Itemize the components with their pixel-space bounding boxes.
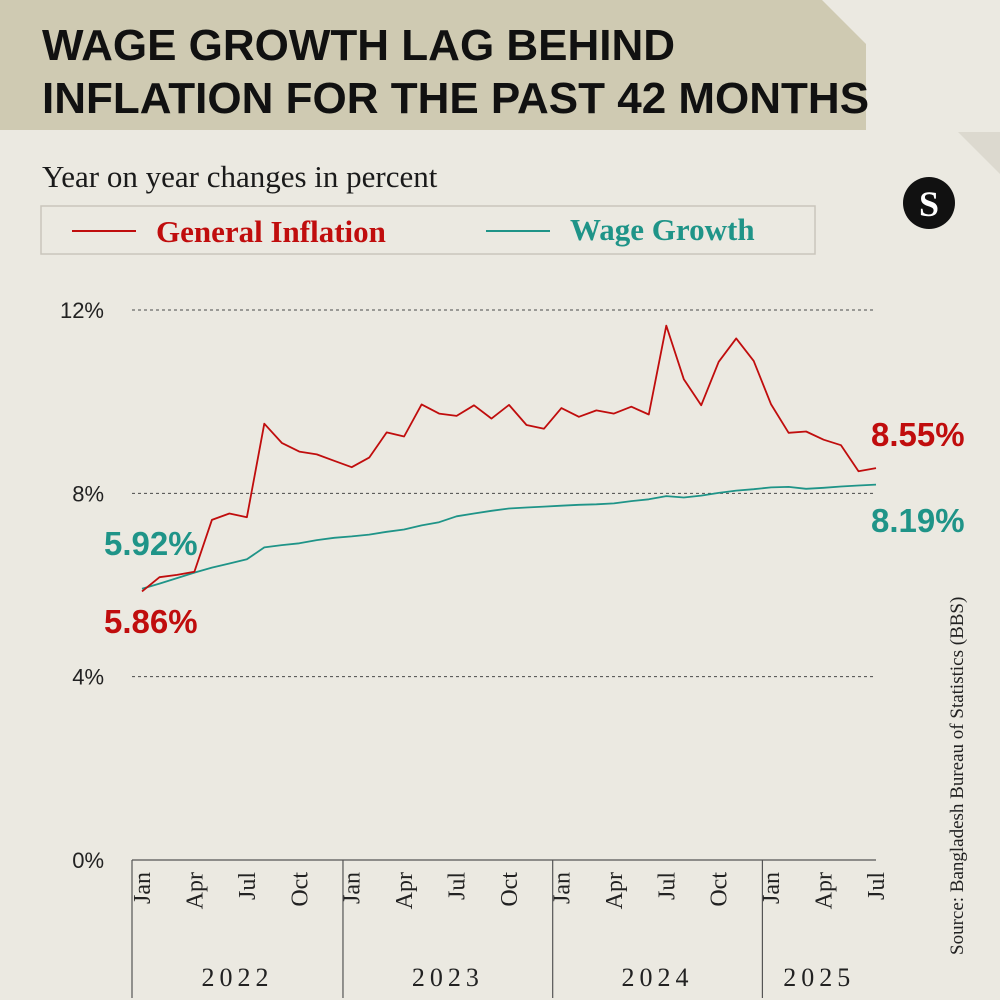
x-tick-label-10: Jul — [654, 872, 680, 900]
legend: General Inflation Wage Growth — [40, 205, 816, 255]
inflation-end-label: 8.55% — [871, 416, 965, 453]
x-tick-label-2: Jul — [235, 872, 261, 900]
series-lines — [141, 324, 877, 593]
x-tick-label-11: Oct — [707, 872, 733, 907]
x-tick-label-6: Jul — [445, 872, 471, 900]
year-label-2025: 2025 — [783, 963, 855, 992]
legend-label-inflation: General Inflation — [156, 214, 386, 249]
y-tick-label-0: 0% — [72, 848, 104, 873]
logo-letter: S — [919, 184, 939, 224]
brand-logo-icon: S — [903, 177, 955, 229]
x-tick-label-7: Oct — [497, 872, 523, 907]
x-tick-label-14: Jul — [864, 872, 890, 900]
x-tick-label-13: Apr — [812, 872, 838, 909]
x-tick-label-12: Jan — [759, 872, 785, 904]
x-tick-label-5: Apr — [392, 872, 418, 909]
x-tick-label-1: Apr — [182, 872, 208, 909]
source-note: Source: Bangladesh Bureau of Statistics … — [947, 597, 968, 955]
y-axis-ticks: 0% 4% 8% 12% — [60, 298, 104, 873]
y-tick-label-1: 4% — [72, 665, 104, 690]
inflation-start-label: 5.86% — [104, 603, 198, 640]
x-tick-label-9: Apr — [602, 872, 628, 909]
legend-label-wage: Wage Growth — [570, 212, 755, 247]
folded-corner — [958, 132, 1000, 174]
y-tick-label-2: 8% — [72, 481, 104, 506]
chart-title-line-2: INFLATION FOR THE PAST 42 MONTHS — [42, 74, 869, 123]
x-tick-label-8: Jan — [549, 872, 575, 904]
year-label-2024: 2024 — [622, 963, 694, 992]
series-line-general-inflation — [141, 324, 877, 593]
y-tick-label-3: 12% — [60, 298, 104, 323]
legend-box — [40, 205, 816, 255]
x-axis: 2022 2023 2024 2025 Jan Apr Jul Oct Jan Apr Jul Oct… — [130, 859, 890, 998]
x-tick-label-4: Jan — [340, 872, 366, 904]
year-label-2022: 2022 — [201, 963, 273, 992]
wage-end-label: 8.19% — [871, 502, 965, 539]
gridlines — [132, 309, 876, 678]
year-label-2023: 2023 — [412, 963, 484, 992]
title-banner — [0, 0, 866, 130]
series-line-wage-growth — [141, 483, 877, 590]
wage-start-label: 5.92% — [104, 525, 198, 562]
chart-subtitle: Year on year changes in percent — [42, 159, 438, 194]
x-tick-label-3: Oct — [287, 872, 313, 907]
x-tick-label-0: Jan — [130, 872, 156, 904]
chart-title-line-1: WAGE GROWTH LAG BEHIND — [42, 21, 675, 70]
